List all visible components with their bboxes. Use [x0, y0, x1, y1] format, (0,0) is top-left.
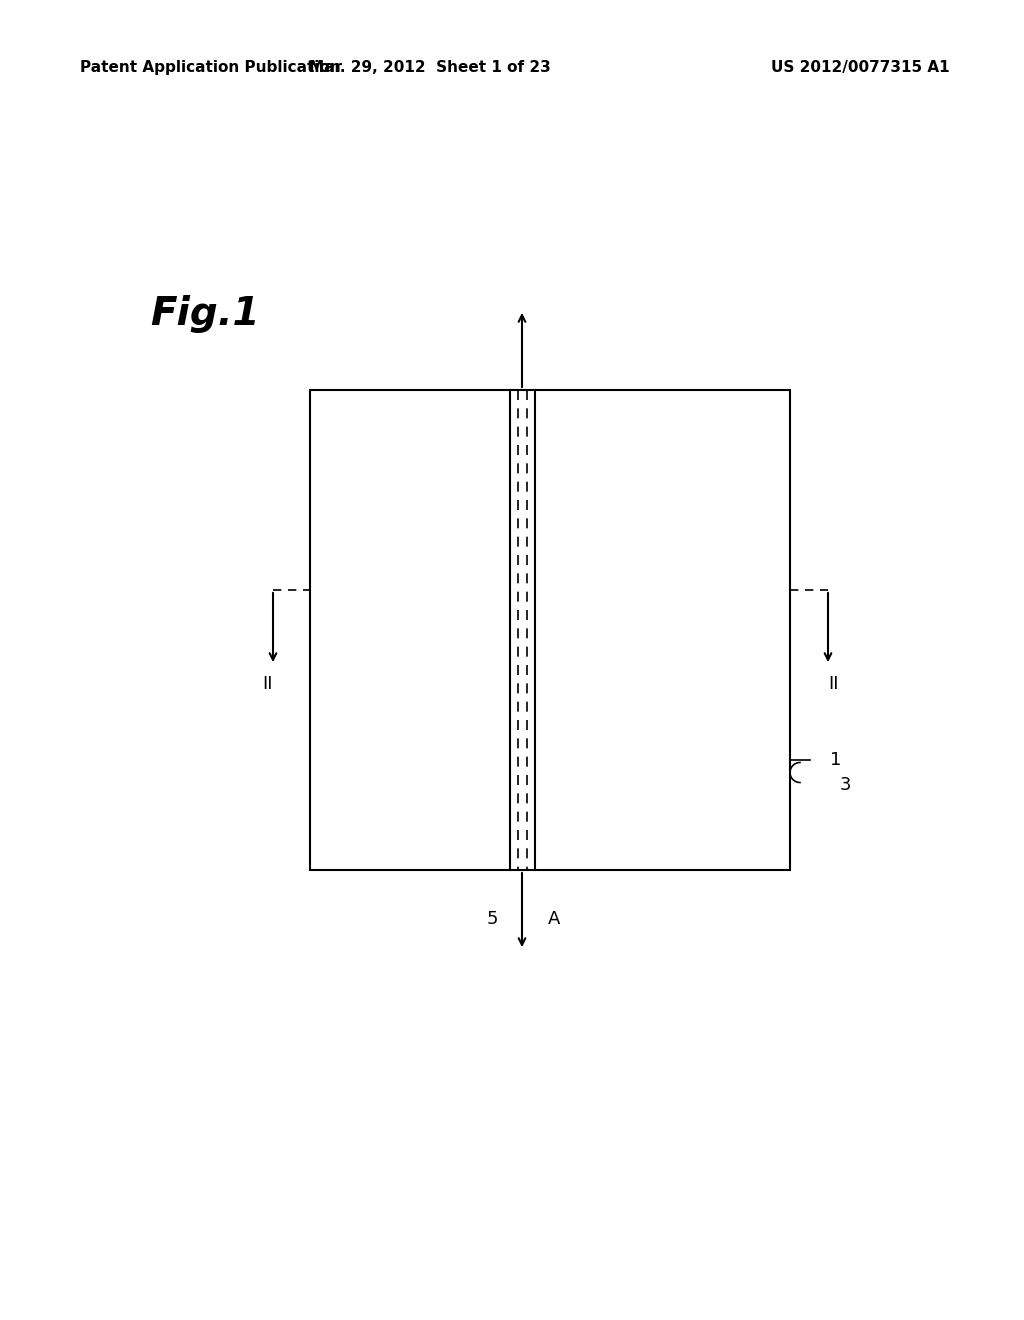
Text: Fig.1: Fig.1 [150, 294, 259, 333]
Bar [310, 389, 790, 870]
Text: II: II [827, 675, 839, 693]
Text: II: II [263, 675, 273, 693]
Text: Patent Application Publication: Patent Application Publication [80, 59, 341, 75]
Text: 5: 5 [486, 909, 498, 928]
Text: US 2012/0077315 A1: US 2012/0077315 A1 [771, 59, 950, 75]
Text: A: A [548, 909, 560, 928]
Text: 3: 3 [840, 776, 852, 795]
Text: 1: 1 [830, 751, 842, 770]
Text: Mar. 29, 2012  Sheet 1 of 23: Mar. 29, 2012 Sheet 1 of 23 [309, 59, 551, 75]
